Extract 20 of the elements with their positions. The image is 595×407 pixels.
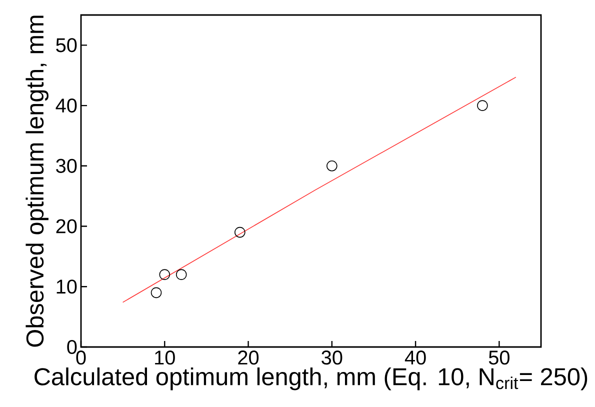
x-tick-label: 10 <box>155 350 175 365</box>
y-tick-label: 20 <box>56 219 77 234</box>
x-tick-label: 0 <box>76 350 86 365</box>
y-tick-label: 30 <box>56 158 77 173</box>
point <box>159 269 170 280</box>
point <box>477 100 488 111</box>
point <box>150 287 162 298</box>
x-tick-label: 50 <box>488 350 510 365</box>
x-tick-label: 40 <box>404 350 426 365</box>
point <box>326 160 338 172</box>
y-tick-label: 10 <box>56 280 77 294</box>
y-tick-label: 40 <box>56 98 77 113</box>
y-tick-label: 50 <box>56 38 77 52</box>
y-axis-title: Observed optimum length, mm <box>26 16 48 347</box>
x-tick-label: 30 <box>322 350 342 365</box>
x-tick-label: 20 <box>238 350 259 365</box>
point <box>176 269 187 280</box>
y-tick-label: 0 <box>67 340 77 354</box>
x-axis-title: Calculated optimum length, mm (Eq. 10, N$_{crit}$= 250) <box>34 367 588 390</box>
point <box>234 226 246 238</box>
